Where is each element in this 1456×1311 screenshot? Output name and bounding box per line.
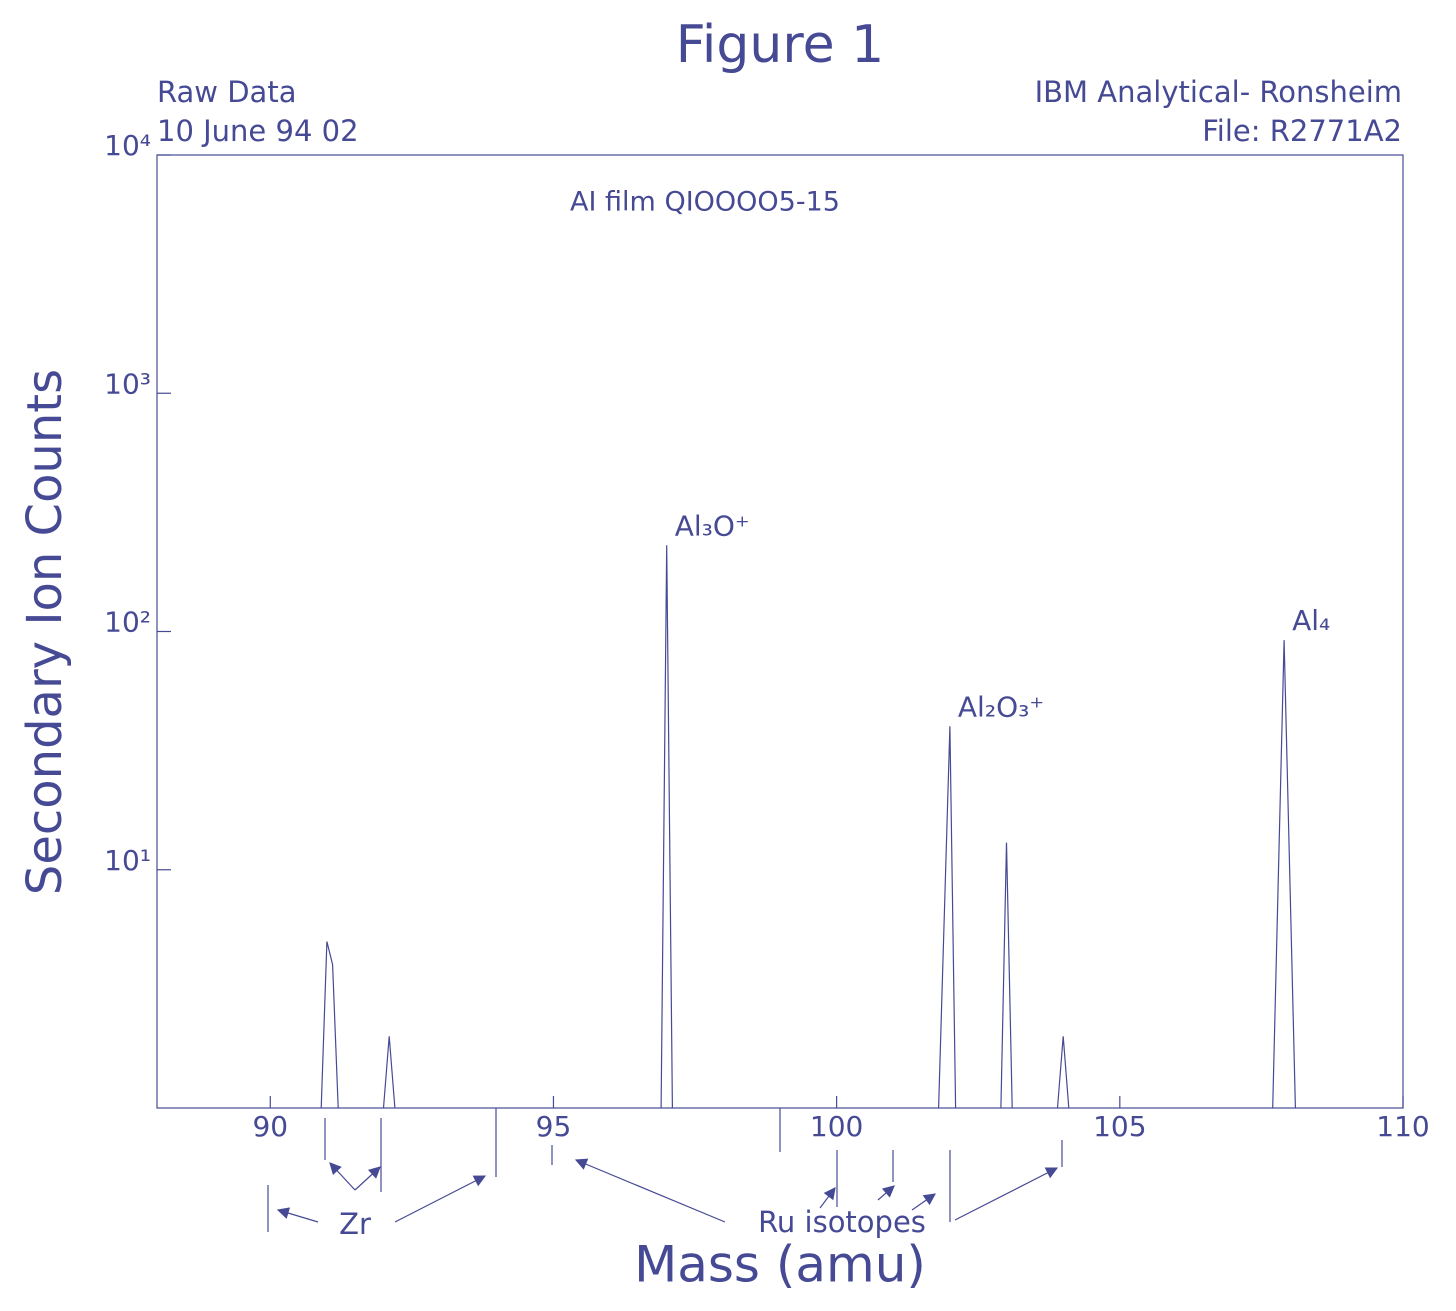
subtitle: 10 June 94 02 xyxy=(157,114,359,148)
subtitle: Raw Data xyxy=(157,75,296,109)
peak-label: Al₃O⁺ xyxy=(675,509,750,542)
y-tick-label: 10¹ xyxy=(104,844,151,877)
x-axis-label: Mass (amu) xyxy=(634,1236,926,1294)
arrow xyxy=(911,1193,936,1211)
subtitle: File: R2771A2 xyxy=(1202,114,1402,148)
x-tick-label: 95 xyxy=(536,1110,572,1143)
arrow xyxy=(354,1166,381,1191)
arrow xyxy=(819,1187,836,1209)
spectrum-line xyxy=(320,545,1296,1109)
peak-label: Al₄ xyxy=(1292,604,1330,637)
peak-label: Al₂O₃⁺ xyxy=(958,690,1044,723)
plot-label: AI film QIOOOO5-15 xyxy=(570,187,840,218)
arrow xyxy=(329,1162,356,1191)
y-tick-label: 10² xyxy=(104,606,151,639)
annotation: Zr xyxy=(339,1207,371,1241)
arrow xyxy=(954,1167,1059,1221)
arrow xyxy=(276,1207,319,1223)
x-tick-label: 100 xyxy=(810,1110,863,1143)
arrow xyxy=(394,1175,487,1223)
chart-title: Figure 1 xyxy=(676,15,884,75)
x-tick-label: 105 xyxy=(1093,1110,1146,1143)
x-tick-label: 110 xyxy=(1376,1110,1429,1143)
y-tick-label: 10⁴ xyxy=(104,129,151,162)
annotation: Ru isotopes xyxy=(758,1205,926,1239)
arrow xyxy=(877,1185,895,1201)
plot-frame xyxy=(156,154,1404,1109)
arrow xyxy=(574,1158,726,1223)
y-tick-label: 10³ xyxy=(104,367,151,400)
subtitle: IBM Analytical- Ronsheim xyxy=(1035,75,1402,109)
x-tick-label: 90 xyxy=(252,1110,288,1143)
y-axis-label: Secondary Ion Counts xyxy=(17,369,73,895)
isotope-markers xyxy=(267,1108,1063,1232)
